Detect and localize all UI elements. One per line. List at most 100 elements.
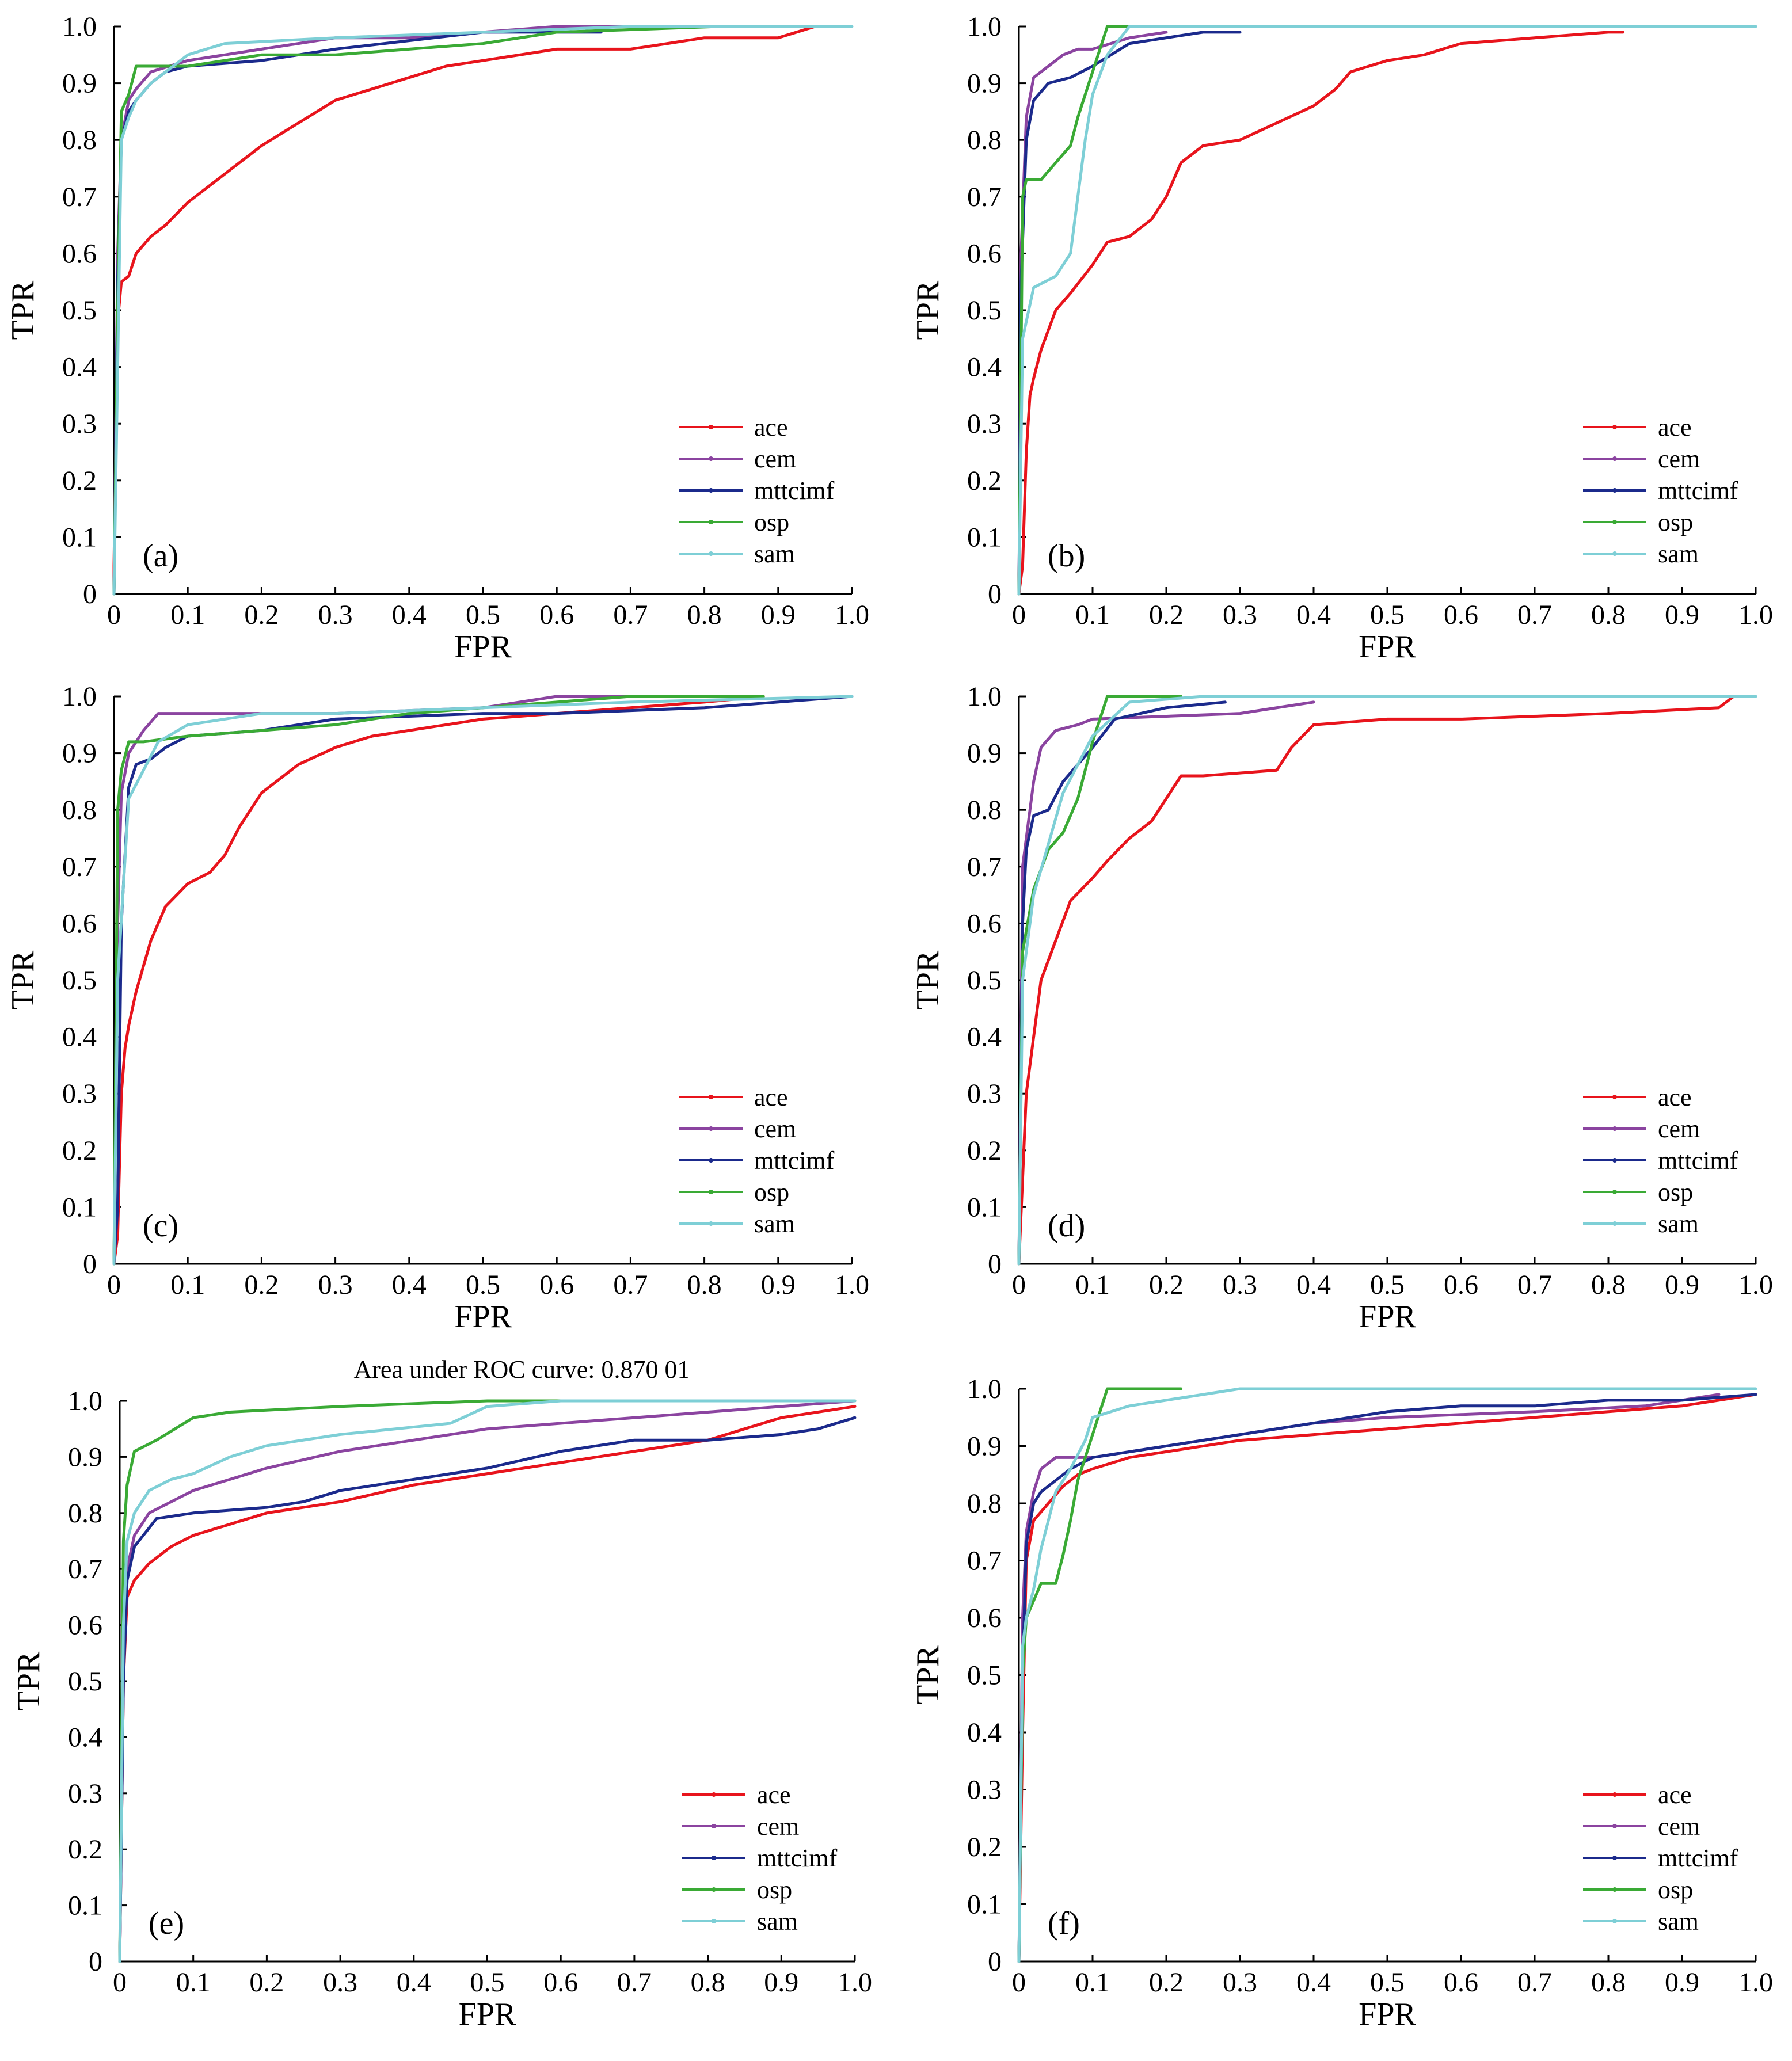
y-tick-label: 0.7: [62, 182, 97, 212]
y-tick-label: 0.8: [967, 795, 1002, 825]
y-tick-label: 0.1: [967, 1889, 1002, 1920]
x-tick-label: 0.7: [1517, 600, 1552, 630]
legend-marker-osp: [712, 1887, 716, 1892]
y-tick-label: 0.6: [62, 908, 97, 939]
legend-marker-sam: [709, 551, 713, 556]
x-tick-label: 0.3: [1223, 1270, 1257, 1300]
x-tick-label: 0.2: [1149, 1967, 1184, 1998]
x-tick-label: 0.1: [170, 1270, 205, 1300]
y-tick-label: 0.1: [62, 1192, 97, 1222]
x-tick-label: 0.5: [1370, 600, 1405, 630]
series-line-ace: [112, 695, 765, 1266]
series-line-ace: [112, 25, 817, 596]
y-tick-label: 0: [988, 1249, 1002, 1279]
series-line-osp: [1017, 1387, 1183, 1963]
x-tick-label: 0.9: [761, 600, 796, 630]
y-tick-label: 0: [988, 579, 1002, 609]
series-line-cem: [1017, 700, 1315, 1266]
legend-marker-osp: [709, 1190, 713, 1194]
legend-marker-cem: [709, 456, 713, 461]
panel-label: (c): [143, 1208, 178, 1244]
x-axis-label: FPR: [459, 1997, 516, 2032]
x-tick-label: 0.4: [397, 1967, 431, 1998]
legend-marker-sam: [709, 1221, 713, 1226]
x-tick-label: 0.3: [323, 1967, 357, 1998]
x-axis-label: FPR: [1359, 1997, 1416, 2032]
y-axis-label: TPR: [5, 950, 41, 1009]
x-axis-label: FPR: [1359, 629, 1416, 665]
y-tick-label: 0.4: [68, 1722, 102, 1753]
series-line-mttcimf: [112, 31, 603, 596]
x-tick-label: 0.7: [1517, 1967, 1552, 1998]
x-tick-label: 0.2: [249, 1967, 284, 1998]
y-tick-label: 0.3: [967, 1079, 1002, 1109]
legend-marker-ace: [712, 1792, 716, 1797]
series-line-sam: [112, 25, 854, 596]
series-line-sam: [1017, 25, 1757, 596]
legend-marker-mttcimf: [709, 488, 713, 493]
y-tick-label: 0.7: [967, 182, 1002, 212]
legend-marker-mttcimf: [1612, 1856, 1617, 1860]
legend-label-cem: cem: [1658, 1812, 1700, 1841]
x-tick-label: 1.0: [1738, 1967, 1773, 1998]
legend-label-mttcimf: mttcimf: [754, 1146, 835, 1175]
y-tick-label: 0.8: [62, 125, 97, 155]
y-tick-label: 0.6: [967, 1603, 1002, 1633]
x-tick-label: 0.9: [761, 1270, 796, 1300]
x-tick-label: 0.8: [1591, 1967, 1626, 1998]
x-tick-label: 0.9: [1665, 1967, 1699, 1998]
y-tick-label: 0.9: [967, 1431, 1002, 1462]
legend-marker-cem: [712, 1824, 716, 1828]
legend-marker-osp: [709, 520, 713, 524]
x-tick-label: 0.7: [613, 1270, 648, 1300]
x-tick-label: 0.4: [392, 1270, 427, 1300]
legend-marker-cem: [1612, 1126, 1617, 1131]
series-line-osp: [112, 25, 721, 596]
legend-marker-mttcimf: [1612, 488, 1617, 493]
y-axis-label: TPR: [910, 1645, 946, 1705]
x-tick-label: 1.0: [835, 600, 869, 630]
series-line-osp: [1017, 695, 1183, 1266]
x-tick-label: 0.3: [1223, 600, 1257, 630]
y-tick-label: 0.3: [62, 1079, 97, 1109]
legend-label-sam: sam: [1658, 1907, 1699, 1936]
y-tick-label: 0.8: [68, 1498, 102, 1529]
x-tick-label: 0.9: [1665, 1270, 1699, 1300]
y-tick-label: 0.4: [967, 352, 1002, 383]
x-tick-label: 0.6: [539, 1270, 574, 1300]
legend-marker-cem: [1612, 456, 1617, 461]
x-tick-label: 0.5: [1370, 1270, 1405, 1300]
series-line-mttcimf: [112, 695, 854, 1266]
series-line-osp: [1017, 25, 1183, 596]
y-tick-label: 0.9: [967, 68, 1002, 99]
x-tick-label: 0.4: [1296, 1967, 1331, 1998]
y-tick-label: 0.6: [967, 908, 1002, 939]
y-tick-label: 1.0: [967, 12, 1002, 42]
legend-label-sam: sam: [1658, 540, 1699, 568]
legend-marker-cem: [1612, 1824, 1617, 1828]
legend-label-ace: ace: [1658, 1083, 1692, 1111]
legend-marker-mttcimf: [712, 1856, 716, 1860]
legend-label-osp: osp: [757, 1876, 792, 1904]
panel-b: 0 0.1 0.2 0.3 0.4 0.5 0.6 0.7 0.8 0.9 1.0 0 0.1 0.2 0.…: [910, 12, 1773, 665]
y-tick-label: 0.2: [62, 466, 97, 496]
panel-c: 0 0.1 0.2 0.3 0.4 0.5 0.6 0.7 0.8 0.9 1.0 0 0.1 0.2 0.…: [5, 681, 869, 1335]
y-tick-label: 0.7: [68, 1554, 102, 1584]
x-tick-label: 0: [1012, 600, 1026, 630]
y-axis-label: TPR: [910, 950, 946, 1009]
x-tick-label: 0.3: [1223, 1967, 1257, 1998]
y-tick-label: 0.4: [62, 352, 97, 383]
y-tick-label: 0.4: [967, 1022, 1002, 1053]
x-tick-label: 0.3: [318, 600, 353, 630]
legend-label-cem: cem: [1658, 1115, 1700, 1143]
series-line-ace: [118, 1405, 857, 1963]
y-axis-label: TPR: [910, 280, 946, 340]
x-tick-label: 0.8: [691, 1967, 725, 1998]
y-tick-label: 1.0: [967, 1374, 1002, 1404]
x-axis-label: FPR: [1359, 1299, 1416, 1335]
legend-label-osp: osp: [1658, 508, 1693, 536]
legend-marker-sam: [1612, 1221, 1617, 1226]
y-tick-label: 0.9: [967, 738, 1002, 769]
x-tick-label: 0.7: [1517, 1270, 1552, 1300]
